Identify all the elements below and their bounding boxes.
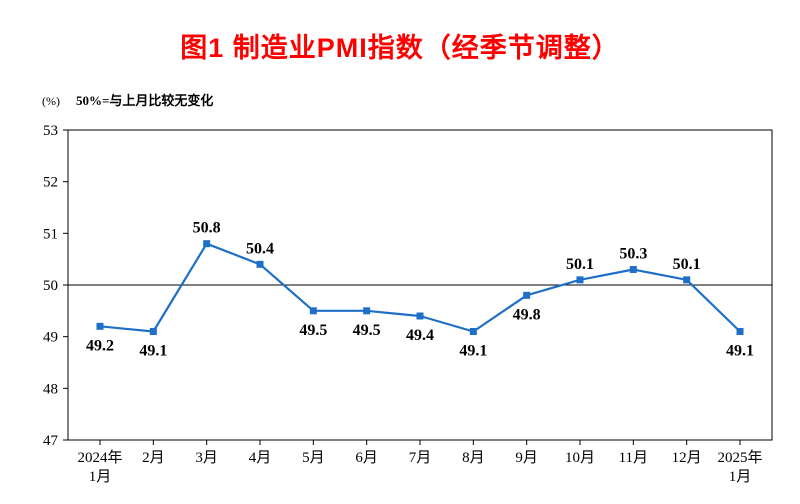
data-point-marker (683, 276, 691, 284)
y-tick-label: 47 (43, 433, 59, 449)
x-tick-label: 7月 (409, 450, 432, 466)
data-point-label: 50.1 (566, 256, 594, 273)
axis-note-row: (%) 50%=与上月比较无变化 (42, 90, 213, 109)
x-tick-label: 2月 (142, 450, 165, 466)
x-tick-label: 10月 (565, 450, 595, 466)
x-tick-label: 12月 (672, 450, 702, 466)
pmi-chart-svg: 47 48 49 50 51 52 53 2024年 1月 2月 3月 4月 5月 6月 7月 8月 9月 10月… (43, 123, 773, 485)
x-tick-label: 4月 (249, 450, 272, 466)
x-tick-label: 3月 (195, 450, 218, 466)
data-point-label: 49.1 (139, 343, 167, 360)
data-point-label: 50.3 (619, 246, 647, 263)
data-point-marker (416, 312, 424, 320)
data-point-marker (469, 328, 477, 335)
data-point-label: 50.8 (193, 220, 221, 237)
data-point-marker (363, 307, 371, 315)
y-tick-label: 50 (43, 278, 58, 294)
data-point-label: 49.5 (353, 322, 381, 339)
data-point-marker (149, 328, 157, 335)
data-point-label: 50.4 (246, 240, 274, 257)
data-point-label: 50.1 (673, 256, 701, 273)
x-tick-label: 2025年 1月 (717, 449, 762, 485)
data-point-marker (203, 240, 211, 248)
reference-note: 50%=与上月比较无变化 (76, 93, 214, 108)
x-tick-label: 2024年 1月 (77, 449, 122, 485)
x-tick-label: 8月 (462, 450, 485, 466)
data-point-label: 49.2 (86, 337, 114, 354)
y-tick-label: 49 (43, 330, 58, 346)
data-point-marker (629, 266, 637, 273)
data-point-label: 49.8 (513, 306, 541, 323)
x-tick-label: 6月 (355, 450, 378, 466)
x-tick-label: 9月 (515, 450, 538, 466)
data-point-label: 49.1 (459, 343, 487, 360)
data-point-marker (523, 291, 531, 299)
y-tick-label: 51 (43, 226, 58, 242)
y-axis-unit-label: (%) (42, 94, 60, 108)
data-point-label: 49.4 (406, 327, 434, 344)
data-point-marker (309, 307, 317, 315)
data-point-marker (96, 322, 104, 330)
data-point-marker (576, 276, 584, 284)
y-tick-label: 48 (43, 381, 58, 397)
y-tick-label: 52 (43, 175, 58, 191)
data-point-label: 49.1 (726, 343, 754, 360)
chart-title: 图1 制造业PMI指数（经季节调整） (180, 33, 620, 63)
y-tick-label: 53 (43, 123, 58, 139)
x-tick-label: 11月 (619, 450, 648, 466)
x-tick-label: 5月 (302, 450, 325, 466)
data-point-marker (256, 260, 264, 268)
data-point-marker (736, 328, 744, 335)
data-point-label: 49.5 (299, 322, 327, 339)
